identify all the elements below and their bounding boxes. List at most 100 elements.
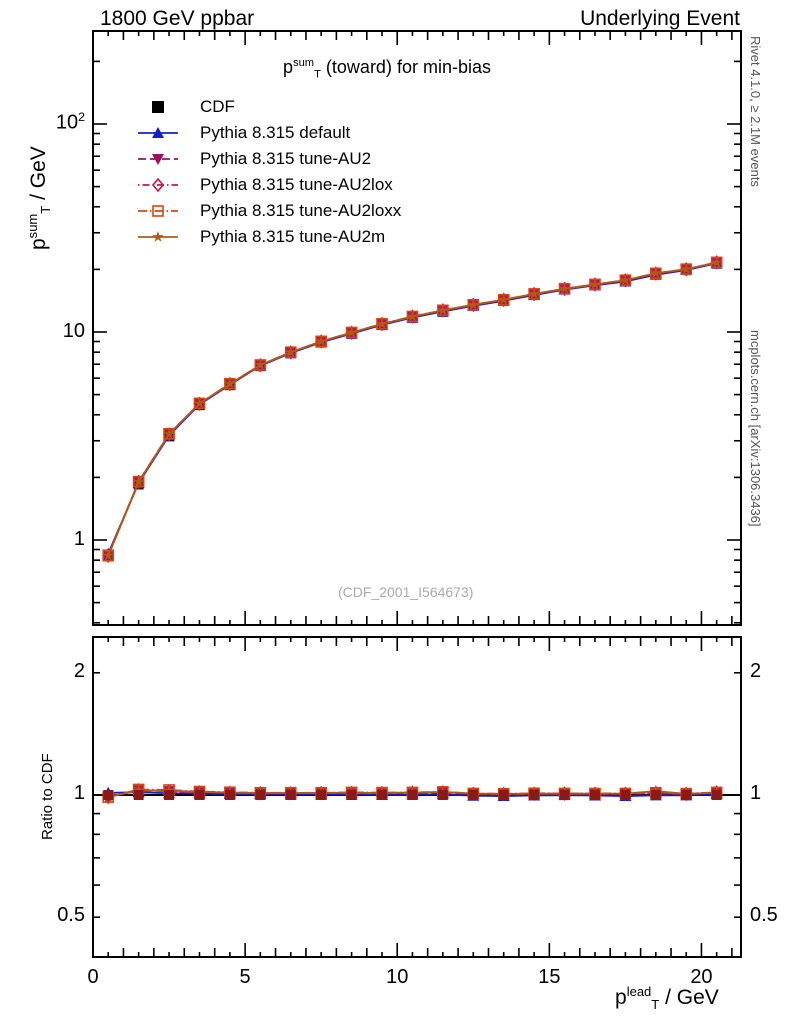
marker-filled-square bbox=[164, 790, 175, 800]
marker-filled-star bbox=[467, 298, 479, 310]
legend-label-au2loxx[interactable]: Pythia 8.315 tune-AU2loxx bbox=[200, 201, 402, 220]
main-mc-series bbox=[102, 255, 723, 563]
ratio-y-tick-label-right-1: 1 bbox=[750, 782, 762, 804]
legend-label-au2m[interactable]: Pythia 8.315 tune-AU2m bbox=[200, 227, 386, 246]
marker-filled-star bbox=[163, 428, 175, 439]
marker-open-diamond bbox=[132, 474, 145, 490]
marker-filled-star bbox=[498, 293, 510, 305]
x-axis-label-rest: / GeV bbox=[659, 986, 719, 1009]
legend-label-default[interactable]: Pythia 8.315 default bbox=[200, 123, 351, 142]
y-axis-label-sup: sum bbox=[25, 213, 40, 239]
y-tick-label-10: 10 bbox=[62, 320, 85, 342]
marker-filled-star bbox=[132, 784, 145, 796]
marker-filled-star bbox=[376, 317, 388, 329]
marker-open-diamond bbox=[680, 262, 693, 277]
marker-filled-star bbox=[345, 326, 358, 338]
marker-filled-square bbox=[377, 790, 388, 800]
ratio-y-tick-label-left-0.5: 0.5 bbox=[57, 904, 85, 927]
marker-filled-square bbox=[559, 790, 570, 800]
x-tick-label-20: 20 bbox=[690, 966, 713, 988]
ratio-y-tick-label-right-0.5: 0.5 bbox=[750, 904, 778, 927]
legend-marker-default bbox=[152, 127, 164, 138]
marker-filled-square bbox=[529, 790, 540, 800]
marker-filled-square bbox=[498, 790, 509, 800]
ratio-panel-frame bbox=[92, 636, 742, 958]
marker-filled-square bbox=[133, 790, 144, 800]
marker-open-diamond bbox=[710, 255, 723, 270]
series-markers-au2loxx bbox=[102, 256, 723, 562]
y-axis-label-rest: / GeV bbox=[27, 146, 50, 206]
marker-open-diamond bbox=[151, 177, 165, 193]
side-label-rivet: Rivet 4.1.0, ≥ 2.1M events bbox=[748, 36, 763, 187]
marker-filled-star bbox=[254, 359, 267, 370]
x-axis-label: pleadT / GeV bbox=[615, 985, 719, 1011]
marker-open-diamond bbox=[528, 286, 541, 302]
marker-filled-star bbox=[285, 346, 297, 358]
marker-filled-star bbox=[315, 335, 327, 347]
marker-open-diamond bbox=[588, 277, 602, 292]
main-panel-frame bbox=[92, 30, 742, 626]
legend-marker-au2m bbox=[152, 231, 164, 242]
marker-open-diamond bbox=[558, 281, 571, 297]
marker-filled-square bbox=[152, 101, 164, 113]
x-axis-label-p: p bbox=[615, 986, 627, 1009]
ratio-y-tick-label-left-2: 2 bbox=[73, 659, 85, 682]
x-tick-label-5: 5 bbox=[239, 966, 251, 988]
ratio-y-tick-label-right-2: 2 bbox=[750, 659, 762, 682]
marker-open-square bbox=[152, 205, 164, 217]
series-markers-au2m bbox=[102, 256, 723, 561]
marker-filled-star bbox=[437, 304, 449, 316]
marker-filled-square bbox=[407, 790, 418, 800]
legend-marker-au2lox bbox=[151, 177, 165, 193]
legend-label-cdf[interactable]: CDF bbox=[200, 97, 235, 116]
marker-filled-star bbox=[528, 288, 540, 299]
marker-filled-star bbox=[406, 310, 419, 322]
marker-filled-star bbox=[680, 263, 692, 275]
marker-filled-square bbox=[711, 790, 722, 800]
y-tick-label-100-exponent: 2 bbox=[78, 110, 85, 124]
marker-filled-square bbox=[468, 790, 479, 800]
x-tick-label-15: 15 bbox=[538, 966, 561, 988]
marker-open-diamond bbox=[375, 316, 389, 332]
marker-filled-square bbox=[316, 790, 327, 800]
marker-filled-star bbox=[132, 476, 145, 487]
marker-filled-square bbox=[620, 790, 631, 800]
marker-open-diamond bbox=[497, 292, 510, 308]
marker-open-diamond bbox=[436, 303, 449, 318]
marker-filled-square bbox=[194, 790, 205, 800]
plot-title-sup: sum bbox=[293, 57, 315, 69]
header-left: 1800 GeV ppbar bbox=[100, 7, 255, 30]
marker-filled-square bbox=[650, 790, 661, 800]
y-axis-label-main: psumT / GeV bbox=[25, 146, 53, 250]
legend-marker-cdf bbox=[152, 101, 164, 113]
marker-open-diamond bbox=[102, 548, 115, 563]
marker-filled-star bbox=[589, 278, 601, 290]
plot-title-rest: (toward) for min-bias bbox=[320, 57, 491, 77]
marker-open-diamond bbox=[467, 297, 480, 313]
y-tick-label-100: 102 bbox=[55, 110, 85, 134]
marker-filled-star bbox=[558, 282, 571, 294]
y-axis-label-p: p bbox=[27, 238, 50, 250]
marker-filled-star bbox=[619, 274, 632, 286]
marker-filled-star bbox=[193, 397, 206, 409]
marker-open-diamond bbox=[619, 273, 632, 288]
watermark: (CDF_2001_I564673) bbox=[338, 584, 474, 600]
marker-filled-square bbox=[346, 790, 357, 800]
ratio-y-tick-label-left-1: 1 bbox=[73, 782, 85, 804]
x-tick-label-10: 10 bbox=[386, 966, 409, 988]
marker-filled-square bbox=[437, 790, 448, 800]
marker-filled-square bbox=[589, 790, 600, 800]
plot-title-p: p bbox=[283, 57, 294, 77]
marker-filled-triangle-down bbox=[152, 154, 164, 165]
y-tick-label-1: 1 bbox=[73, 528, 85, 550]
legend-marker-au2 bbox=[152, 154, 164, 165]
plot-title: psumT (toward) for min-bias bbox=[283, 57, 491, 81]
header-right: Underlying Event bbox=[580, 7, 740, 30]
marker-filled-square bbox=[255, 790, 266, 800]
marker-open-diamond bbox=[406, 309, 419, 324]
legend-label-au2[interactable]: Pythia 8.315 tune-AU2 bbox=[200, 149, 372, 168]
legend-label-au2lox[interactable]: Pythia 8.315 tune-AU2lox bbox=[200, 175, 393, 194]
marker-filled-triangle-up bbox=[152, 127, 164, 138]
